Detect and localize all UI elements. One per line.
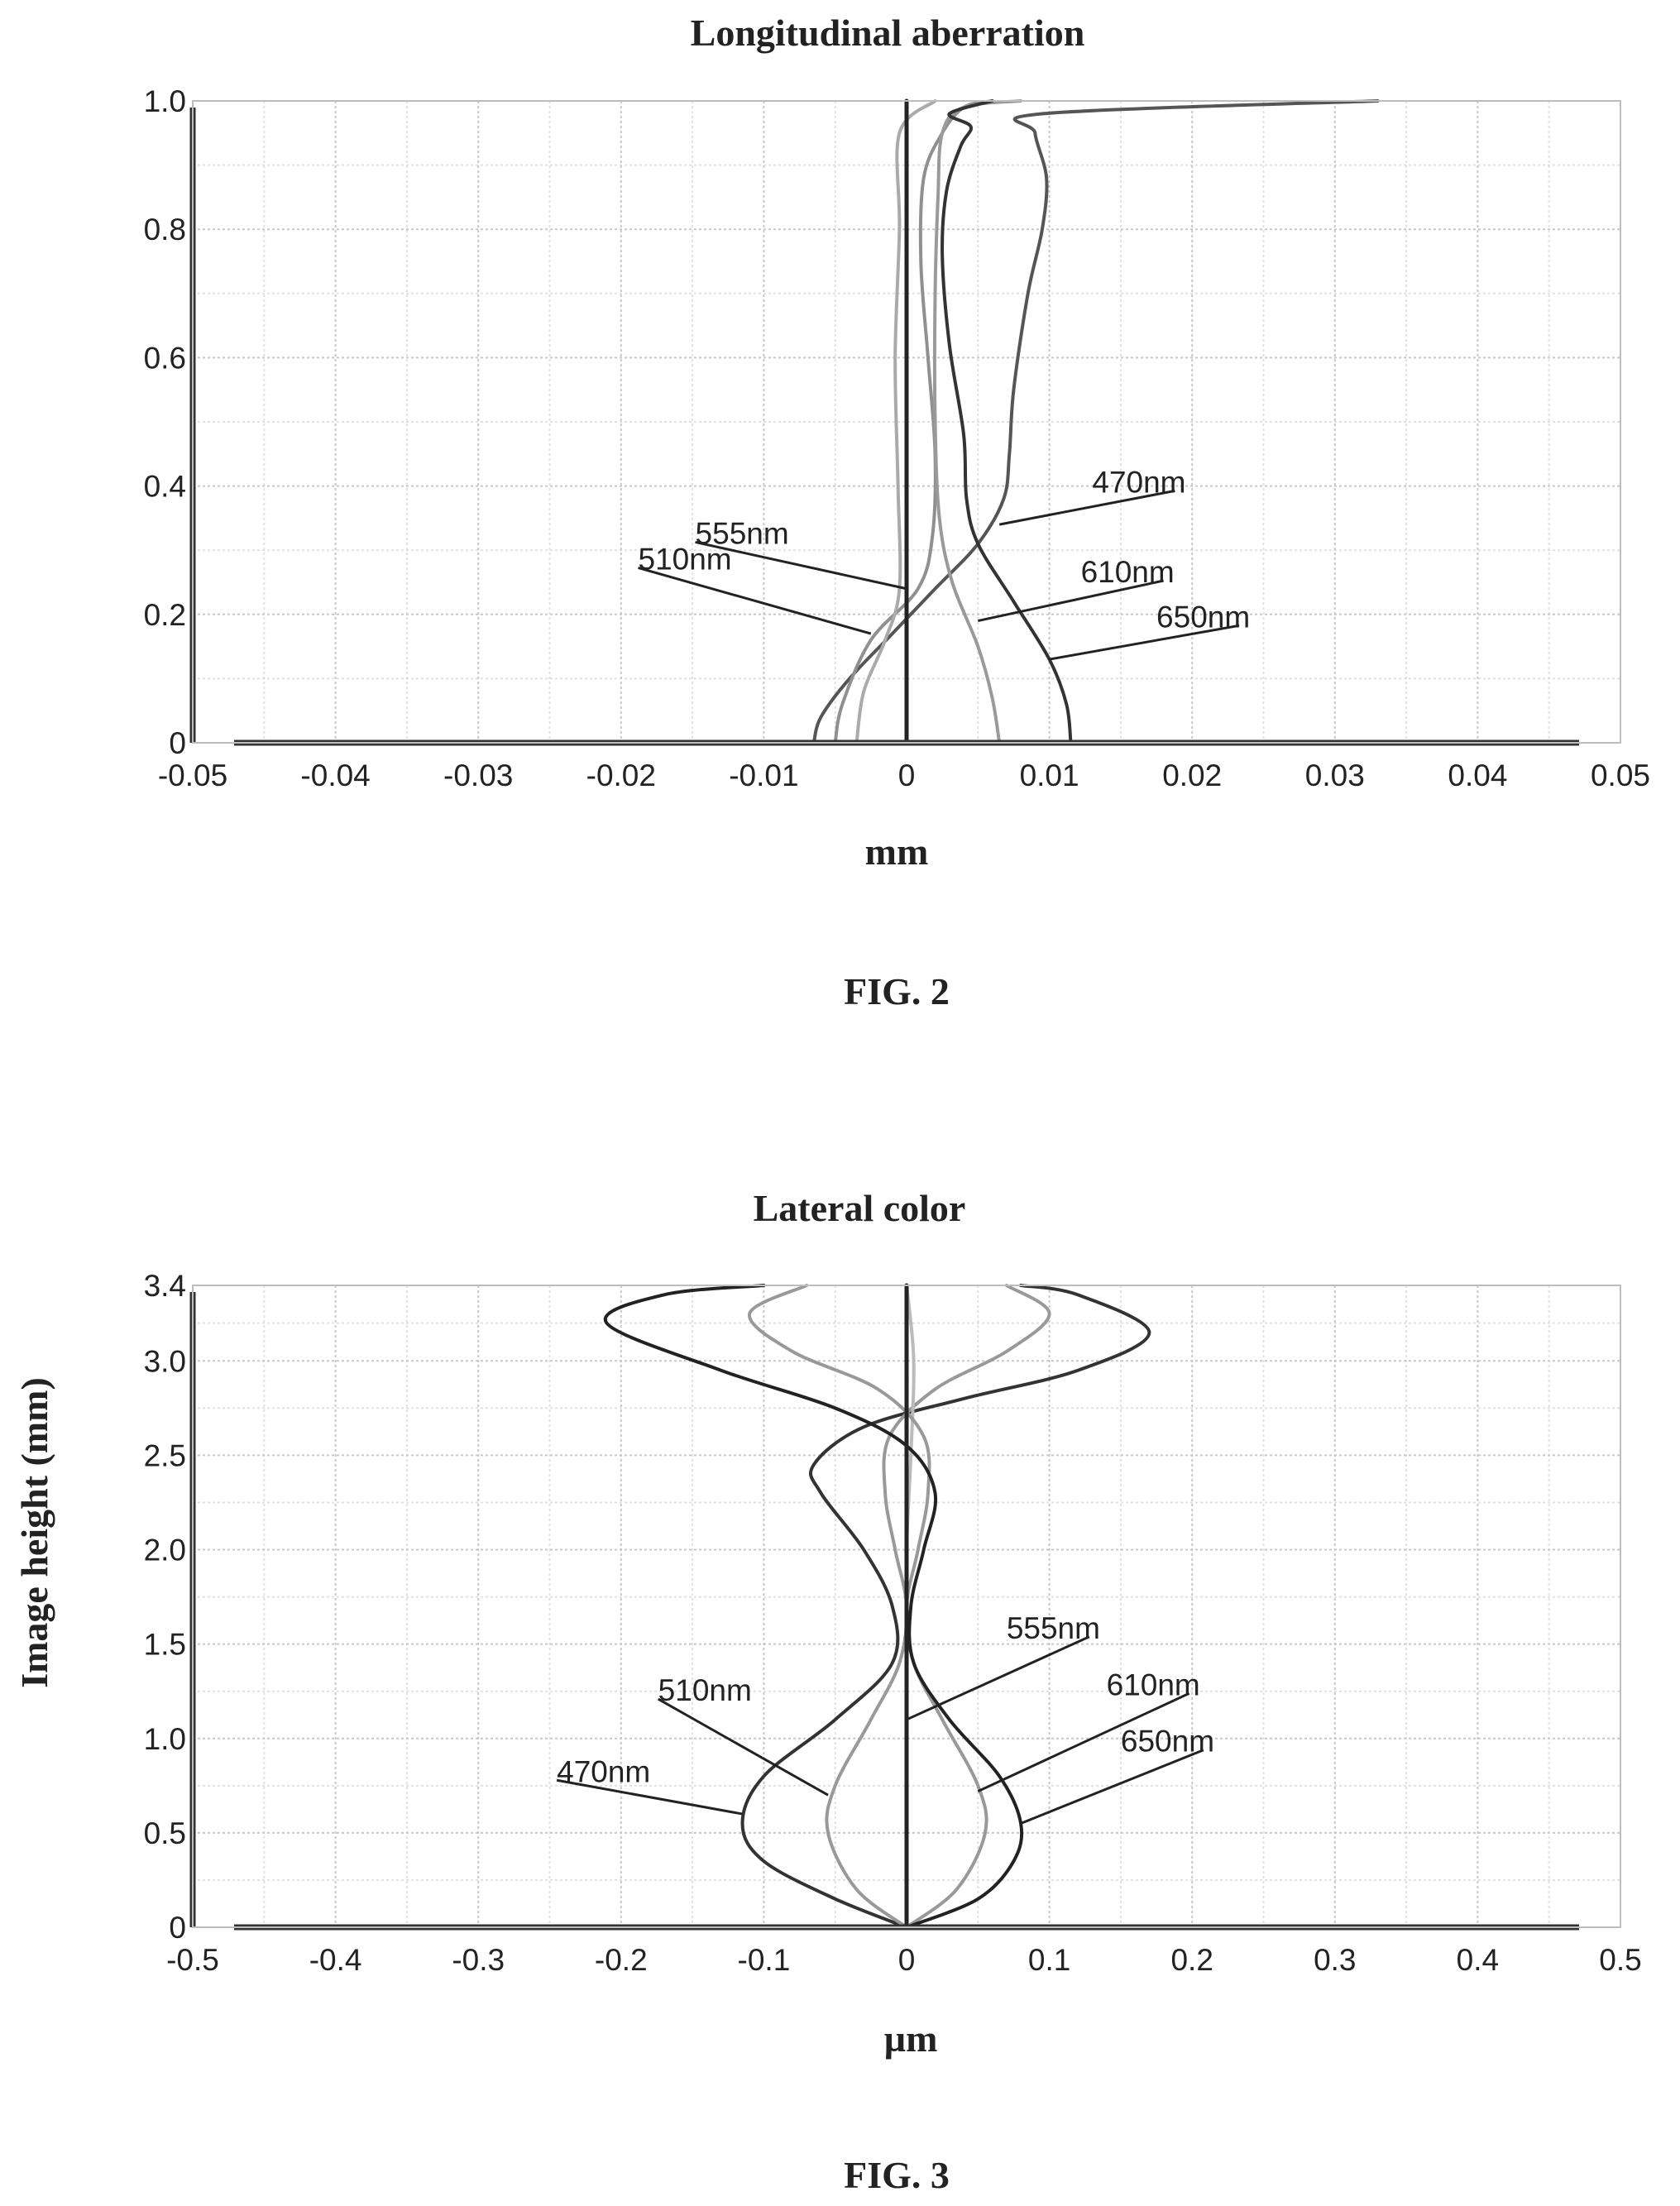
longitudinal-aberration-chart: Longitudinal aberration -0.05 -0.04 -0.03-… bbox=[144, 12, 1650, 1012]
x-tick-label: 0.4 bbox=[1457, 1943, 1499, 1977]
y-tick-label: 3.4 bbox=[144, 1269, 186, 1303]
plot-frame bbox=[192, 100, 1621, 744]
series-group bbox=[811, 98, 1380, 745]
y-tick-label: 3.0 bbox=[144, 1344, 186, 1378]
annotation-label: 510nm bbox=[658, 1673, 752, 1707]
x-tick-label: 0.04 bbox=[1448, 758, 1507, 792]
y-tick-label: 1.0 bbox=[144, 84, 186, 118]
x-tick-label: 0.3 bbox=[1314, 1943, 1356, 1977]
x-tick-label: 0.02 bbox=[1162, 758, 1222, 792]
x-tick-label: 0 bbox=[898, 758, 916, 792]
tick-labels: -0.5 -0.4 -0.3 -0.2 -0.1 0 0.1 0.2 0.3 0.4 0.5 0 0.5… bbox=[144, 1269, 1642, 1977]
annotation-label: 650nm bbox=[1121, 1725, 1214, 1759]
x-tick-label: -0.03 bbox=[443, 758, 513, 792]
annotation-leader bbox=[977, 579, 1164, 623]
x-tick-label: -0.3 bbox=[452, 1943, 505, 1977]
series-group bbox=[603, 1283, 1151, 1930]
x-axis-label: µm bbox=[884, 2017, 938, 2060]
annotation-leader bbox=[657, 1697, 829, 1797]
y-tick-label: 2.0 bbox=[144, 1534, 186, 1567]
plot-frame bbox=[192, 1285, 1621, 1928]
series-line-470nm bbox=[811, 99, 1380, 744]
x-tick-label: 0.1 bbox=[1028, 1943, 1070, 1977]
series-line-470nm bbox=[740, 1284, 1151, 1929]
annotation-label: 650nm bbox=[1156, 600, 1250, 634]
x-tick-label: -0.4 bbox=[309, 1943, 362, 1977]
y-tick-label: 0.5 bbox=[144, 1816, 186, 1850]
x-tick-label: -0.5 bbox=[166, 1943, 219, 1977]
annotation-leader bbox=[1049, 624, 1240, 661]
axes bbox=[189, 1285, 1621, 1931]
annotation-label: 470nm bbox=[1092, 465, 1185, 499]
annotation-leader bbox=[638, 567, 872, 635]
annotation-leader bbox=[695, 540, 907, 591]
y-tick-label: 0 bbox=[169, 726, 186, 760]
x-tick-label: 0.05 bbox=[1591, 758, 1650, 792]
chart-title: Longitudinal aberration bbox=[691, 12, 1085, 54]
axes bbox=[189, 100, 1621, 746]
chart-title: Lateral color bbox=[754, 1187, 966, 1229]
y-tick-label: 0 bbox=[169, 1911, 186, 1945]
x-tick-label: -0.05 bbox=[158, 758, 227, 792]
annotation-leader bbox=[998, 489, 1175, 526]
series-line-610nm bbox=[932, 99, 1023, 744]
x-tick-label: -0.02 bbox=[586, 758, 656, 792]
x-tick-label: 0.01 bbox=[1020, 758, 1079, 792]
figure-caption: FIG. 2 bbox=[844, 970, 950, 1012]
annotation-label: 510nm bbox=[639, 542, 732, 576]
y-tick-label: 0.2 bbox=[144, 598, 186, 632]
annotation-label: 610nm bbox=[1081, 555, 1175, 589]
y-tick-label: 2.5 bbox=[144, 1438, 186, 1472]
y-axis-label: Image height (mm) bbox=[13, 1377, 55, 1688]
y-tick-label: 0.4 bbox=[144, 470, 186, 504]
x-tick-label: -0.1 bbox=[738, 1943, 791, 1977]
annotation-leader bbox=[1020, 1749, 1204, 1825]
tick-labels: -0.05 -0.04 -0.03 -0.02 -0.01 0 0.01 0.02 0.03 0.… bbox=[144, 84, 1650, 792]
annotation-label: 610nm bbox=[1107, 1668, 1200, 1701]
annotation-leader bbox=[556, 1778, 743, 1816]
series-line-610nm bbox=[748, 1284, 988, 1929]
series-line-510nm bbox=[825, 1284, 1051, 1929]
series-line-650nm bbox=[603, 1284, 1024, 1929]
x-tick-label: -0.04 bbox=[300, 758, 370, 792]
y-tick-label: 0.6 bbox=[144, 341, 186, 375]
x-axis-label: mm bbox=[865, 830, 929, 873]
series-line-650nm bbox=[941, 99, 1073, 744]
x-tick-label: 0.2 bbox=[1170, 1943, 1213, 1977]
annotation-label: 555nm bbox=[1007, 1611, 1100, 1645]
series-line-555nm bbox=[854, 99, 937, 744]
annotation-leader bbox=[906, 1635, 1090, 1721]
y-tick-label: 0.8 bbox=[144, 213, 186, 246]
lateral-color-chart: Lateral color Image height (mm) -0.5 -0.4… bbox=[13, 1187, 1642, 2196]
x-tick-label: 0.5 bbox=[1599, 1943, 1641, 1977]
y-tick-label: 1.0 bbox=[144, 1722, 186, 1756]
x-tick-label: 0 bbox=[898, 1943, 916, 1977]
y-tick-label: 1.5 bbox=[144, 1628, 186, 1662]
x-tick-label: -0.01 bbox=[729, 758, 798, 792]
x-tick-label: 0.03 bbox=[1305, 758, 1365, 792]
figure-caption: FIG. 3 bbox=[844, 2154, 950, 2196]
annotation-leader bbox=[977, 1692, 1190, 1793]
x-tick-label: -0.2 bbox=[595, 1943, 648, 1977]
